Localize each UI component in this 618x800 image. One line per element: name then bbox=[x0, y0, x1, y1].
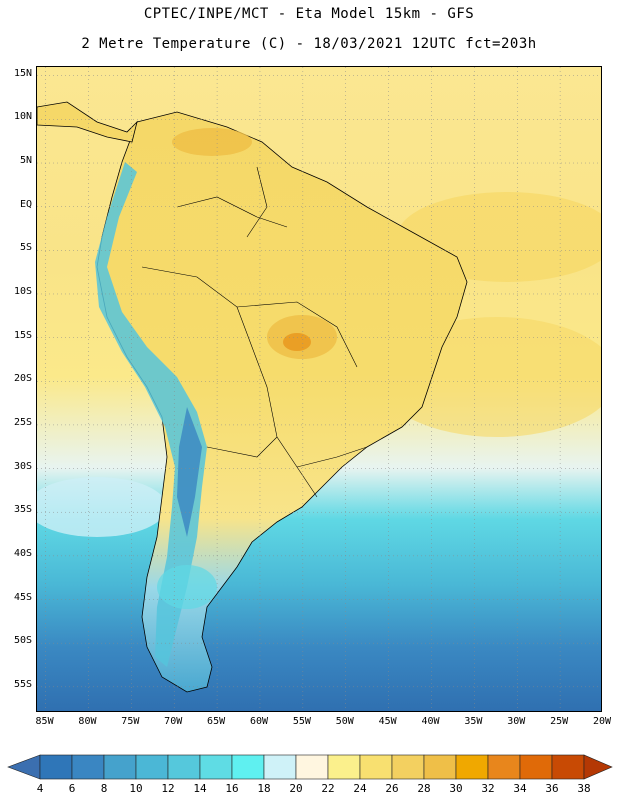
lat-tick-label: 25S bbox=[13, 416, 32, 428]
colorbar-swatch bbox=[455, 754, 489, 780]
colorbar-swatch bbox=[71, 754, 105, 780]
lon-tick-label: 75W bbox=[121, 716, 140, 727]
lat-tick-label: 5S bbox=[19, 242, 32, 254]
colorbar-swatch bbox=[103, 754, 137, 780]
colorbar-label: 36 bbox=[545, 782, 559, 795]
lon-tick-label: 25W bbox=[550, 716, 569, 727]
colorbar-swatch bbox=[391, 754, 425, 780]
colorbar-label: 26 bbox=[385, 782, 399, 795]
colorbar-label: 20 bbox=[289, 782, 303, 795]
colorbar-label: 16 bbox=[225, 782, 239, 795]
lat-tick-label: 35S bbox=[13, 504, 32, 516]
lon-tick-label: 55W bbox=[292, 716, 311, 727]
colorbar-swatch bbox=[423, 754, 457, 780]
colorbar-swatch bbox=[519, 754, 553, 780]
lat-tick-label: 55S bbox=[13, 678, 32, 690]
colorbar-swatch bbox=[263, 754, 297, 780]
colorbar-swatch bbox=[359, 754, 393, 780]
colorbar-label: 4 bbox=[36, 782, 44, 795]
lon-tick-label: 85W bbox=[35, 716, 54, 727]
lat-tick-label: 15N bbox=[13, 67, 32, 79]
lat-tick-label: EQ bbox=[19, 198, 32, 210]
temperature-map bbox=[37, 67, 601, 711]
colorbar-label: 10 bbox=[129, 782, 143, 795]
patagonia-cool-area bbox=[157, 565, 217, 609]
colorbar-label: 24 bbox=[353, 782, 367, 795]
colorbar-label: 8 bbox=[100, 782, 108, 795]
lon-tick-label: 80W bbox=[78, 716, 97, 727]
colorbar-swatch bbox=[551, 754, 585, 780]
hot-spot-venezuela bbox=[172, 128, 252, 156]
lon-tick-label: 45W bbox=[378, 716, 397, 727]
colorbar-label: 12 bbox=[161, 782, 175, 795]
colorbar-swatch bbox=[295, 754, 329, 780]
central-america bbox=[37, 101, 138, 143]
cool-pacific-patch bbox=[37, 477, 167, 537]
hot-spot-core bbox=[283, 333, 311, 351]
lat-tick-label: 20S bbox=[13, 373, 32, 385]
lon-tick-label: 20W bbox=[592, 716, 612, 727]
colorbar-swatch bbox=[487, 754, 521, 780]
colorbar-label: 22 bbox=[321, 782, 335, 795]
lon-tick-label: 40W bbox=[421, 716, 440, 727]
lon-tick-label: 30W bbox=[507, 716, 526, 727]
lat-tick-label: 45S bbox=[13, 591, 32, 603]
colorbar-arrow-low bbox=[7, 754, 41, 780]
colorbar-label: 30 bbox=[449, 782, 463, 795]
andes-cold-band bbox=[95, 162, 207, 667]
lat-tick-label: 40S bbox=[13, 547, 32, 559]
colorbar-swatch bbox=[167, 754, 201, 780]
lon-tick-label: 60W bbox=[249, 716, 268, 727]
lat-tick-label: 10S bbox=[13, 285, 32, 297]
lon-tick-label: 35W bbox=[464, 716, 483, 727]
lon-tick-label: 65W bbox=[207, 716, 226, 727]
colorbar-label: 14 bbox=[193, 782, 207, 795]
andes-core bbox=[177, 407, 202, 537]
colorbar-swatch bbox=[199, 754, 233, 780]
lat-tick-label: 5N bbox=[19, 155, 32, 167]
colorbar-swatch bbox=[135, 754, 169, 780]
colorbar-swatch bbox=[231, 754, 265, 780]
colorbar-label: 38 bbox=[577, 782, 591, 795]
lat-tick-label: 50S bbox=[13, 635, 32, 647]
lon-tick-label: 70W bbox=[164, 716, 183, 727]
colorbar-label: 34 bbox=[513, 782, 527, 795]
lat-tick-label: 30S bbox=[13, 460, 32, 472]
lat-tick-label: 15S bbox=[13, 329, 32, 341]
colorbar-label: 6 bbox=[68, 782, 76, 795]
colorbar-label: 32 bbox=[481, 782, 495, 795]
map-subtitle: 2 Metre Temperature (C) - 18/03/2021 12U… bbox=[81, 36, 537, 52]
lat-tick-label: 10N bbox=[13, 111, 32, 123]
colorbar-label: 18 bbox=[257, 782, 271, 795]
colorbar-swatch bbox=[39, 754, 73, 780]
map-panel[interactable] bbox=[36, 66, 602, 712]
colorbar-label: 28 bbox=[417, 782, 431, 795]
colorbar bbox=[7, 754, 613, 780]
map-title: CPTEC/INPE/MCT - Eta Model 15km - GFS bbox=[143, 6, 475, 22]
colorbar-swatch bbox=[327, 754, 361, 780]
country-borders bbox=[141, 166, 368, 498]
colorbar-arrow-high bbox=[583, 754, 613, 780]
lon-tick-label: 50W bbox=[335, 716, 354, 727]
